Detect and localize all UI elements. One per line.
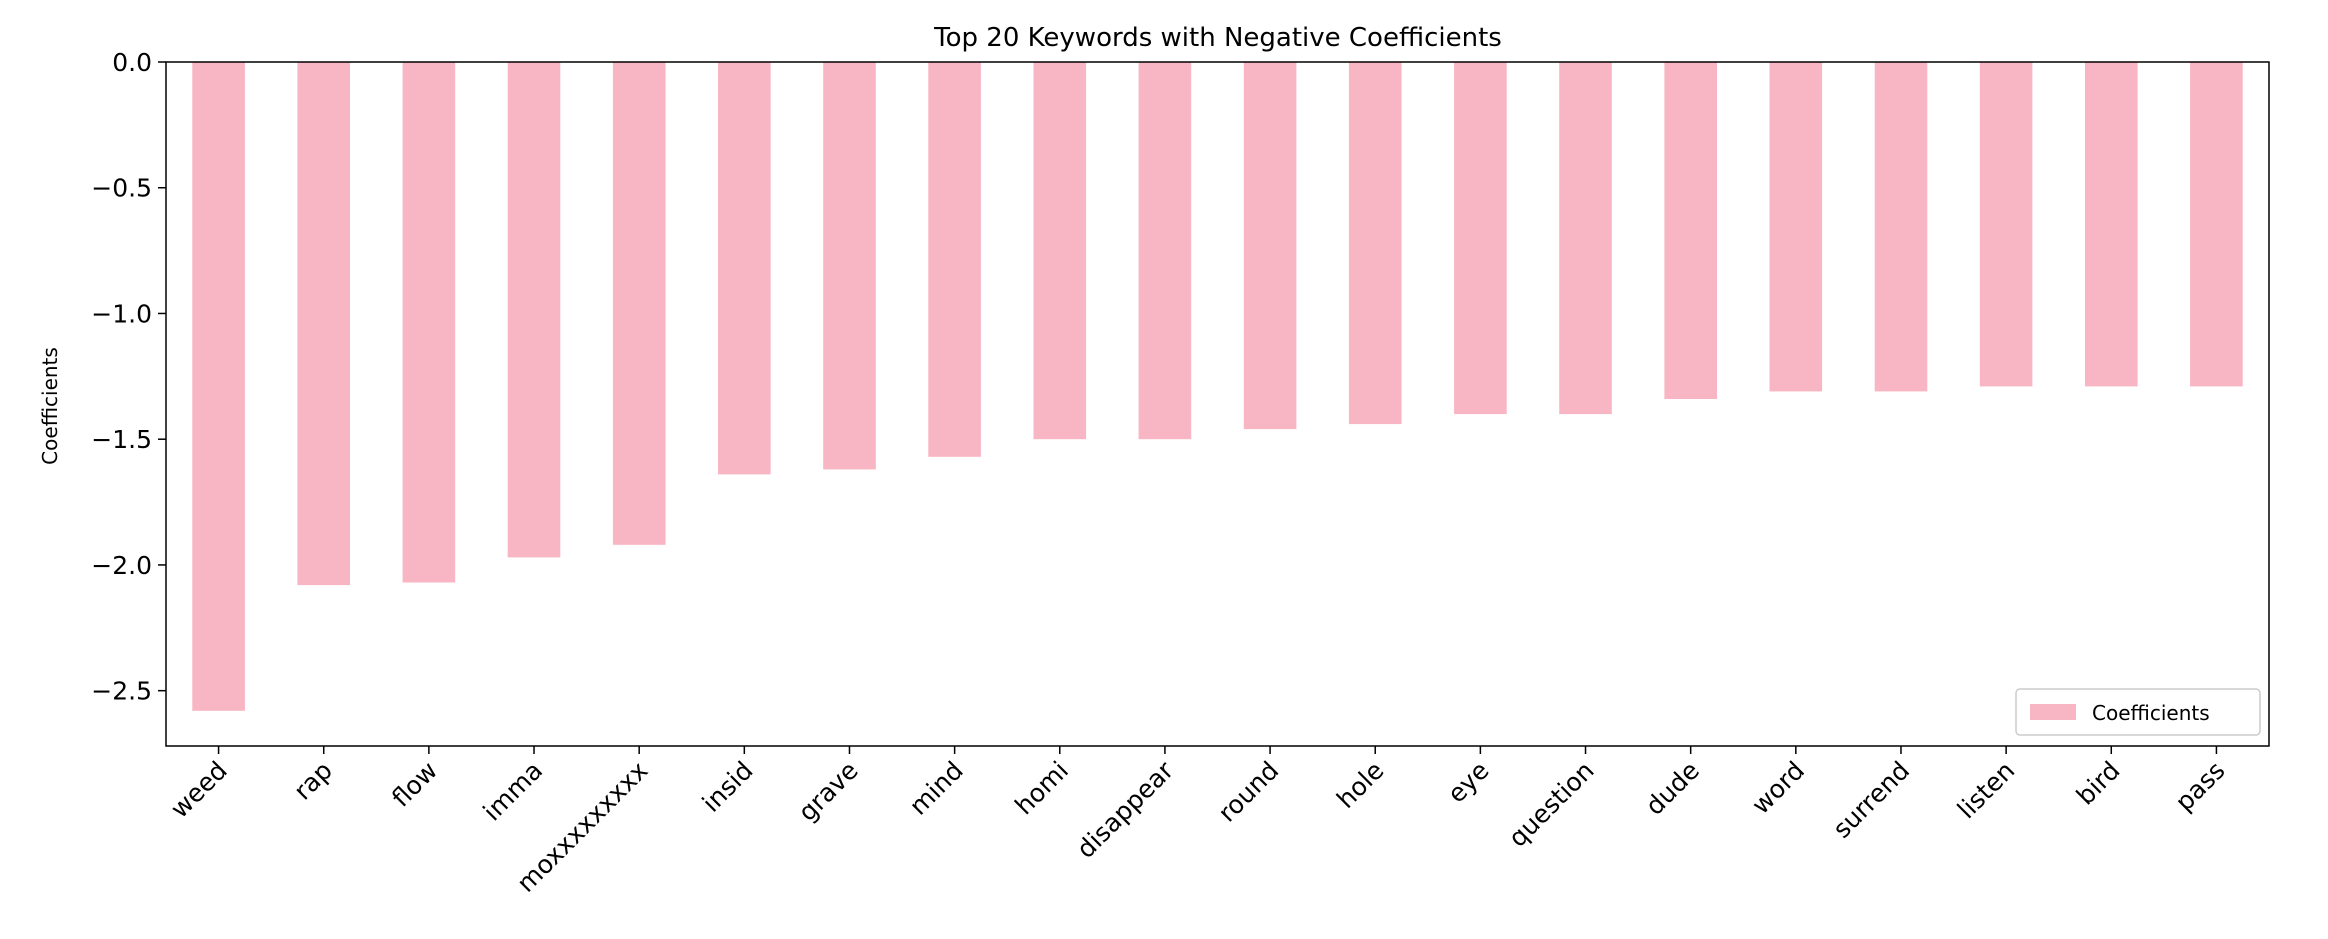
legend-label: Coefficients — [2092, 701, 2210, 725]
y-tick-label: −2.5 — [91, 677, 152, 706]
bars-group — [192, 62, 2243, 711]
bar-insid — [718, 62, 771, 475]
x-tick-label-homi: homi — [1009, 756, 1074, 821]
y-tick-label: −0.5 — [91, 174, 152, 203]
x-tick-label-pass: pass — [2170, 756, 2231, 817]
legend-swatch — [2030, 704, 2076, 720]
x-tick-label-rap: rap — [288, 756, 338, 806]
y-tick-label: −1.5 — [91, 425, 152, 454]
bar-listen — [1979, 62, 2033, 387]
bar-moxxxxxxxxx — [612, 62, 666, 545]
x-tick-label-question: question — [1503, 756, 1600, 853]
legend: Coefficients — [2015, 688, 2261, 736]
x-tick-label-bird: bird — [2071, 756, 2126, 811]
legend-box — [2015, 688, 2261, 736]
bar-weed — [192, 62, 245, 711]
x-tick-label-listen: listen — [1952, 756, 2021, 825]
bar-surrend — [1874, 62, 1928, 392]
bar-homi — [1033, 62, 1087, 440]
x-tick-label-dude: dude — [1640, 756, 1705, 821]
y-axis-label: Coefficients — [38, 347, 62, 465]
bar-disappear — [1138, 62, 1192, 440]
plot-frame — [165, 61, 2270, 747]
bar-grave — [823, 62, 876, 470]
x-tick-label-grave: grave — [793, 756, 864, 827]
x-tick-label-flow: flow — [386, 756, 443, 813]
bar-mind — [928, 62, 981, 457]
bar-pass — [2190, 62, 2243, 387]
y-axis-ticks: 0.0 −0.5 −1.0 −1.5 −2.0 −2.5 — [91, 48, 166, 706]
x-tick-label-hole: hole — [1331, 756, 1389, 814]
x-tick-label-imma: imma — [478, 756, 549, 827]
x-tick-label-insid: insid — [697, 756, 759, 818]
bar-hole — [1348, 62, 1402, 425]
x-tick-label-disappear: disappear — [1071, 755, 1180, 864]
chart-title: Top 20 Keywords with Negative Coefficien… — [933, 23, 1502, 53]
bar-question — [1559, 62, 1612, 415]
bar-dude — [1664, 62, 1717, 399]
bar-flow — [402, 62, 456, 583]
bar-imma — [507, 62, 561, 558]
x-tick-label-surrend: surrend — [1827, 756, 1915, 844]
x-tick-label-word: word — [1746, 756, 1810, 820]
bar-eye — [1454, 62, 1507, 415]
bar-round — [1243, 62, 1297, 430]
bar-word — [1769, 62, 1823, 392]
x-tick-label-mind: mind — [904, 756, 969, 821]
y-tick-label: 0.0 — [112, 48, 152, 77]
x-tick-label-eye: eye — [1442, 756, 1495, 809]
bar-rap — [297, 62, 350, 586]
y-tick-label: −1.0 — [91, 299, 152, 328]
x-tick-label-weed: weed — [165, 756, 233, 824]
bar-bird — [2085, 62, 2138, 387]
x-tick-label-round: round — [1213, 756, 1285, 828]
y-tick-label: −2.0 — [91, 551, 152, 580]
